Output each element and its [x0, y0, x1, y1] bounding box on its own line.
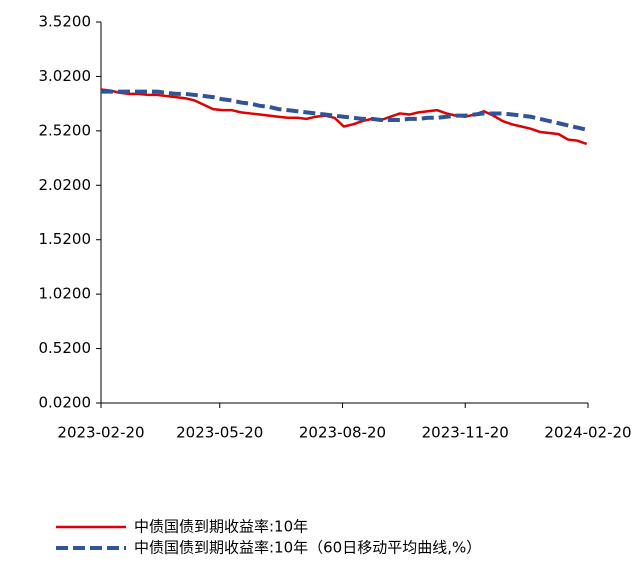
y-tick-label: 3.5200	[39, 13, 92, 31]
legend-label: 中债国债到期收益率:10年（60日移动平均曲线,%）	[134, 539, 481, 557]
y-tick-label: 2.0200	[39, 176, 92, 194]
x-tick-label: 2023-02-20	[57, 424, 144, 442]
y-tick-label: 3.0200	[39, 67, 92, 85]
y-tick-label: 1.0200	[39, 285, 92, 303]
series-line	[101, 89, 588, 132]
x-tick-label: 2024-02-20	[544, 424, 631, 442]
x-tick-label: 2023-08-20	[299, 424, 386, 442]
x-tick-label: 2023-11-20	[422, 424, 509, 442]
y-tick-label: 0.5200	[39, 339, 92, 357]
y-tick-label: 1.5200	[39, 230, 92, 248]
y-tick-label: 2.5200	[39, 121, 92, 139]
legend-label: 中债国债到期收益率:10年	[134, 518, 308, 536]
x-tick-label: 2023-05-20	[176, 424, 263, 442]
y-tick-label: 0.0200	[39, 394, 92, 412]
series-line	[100, 88, 588, 146]
